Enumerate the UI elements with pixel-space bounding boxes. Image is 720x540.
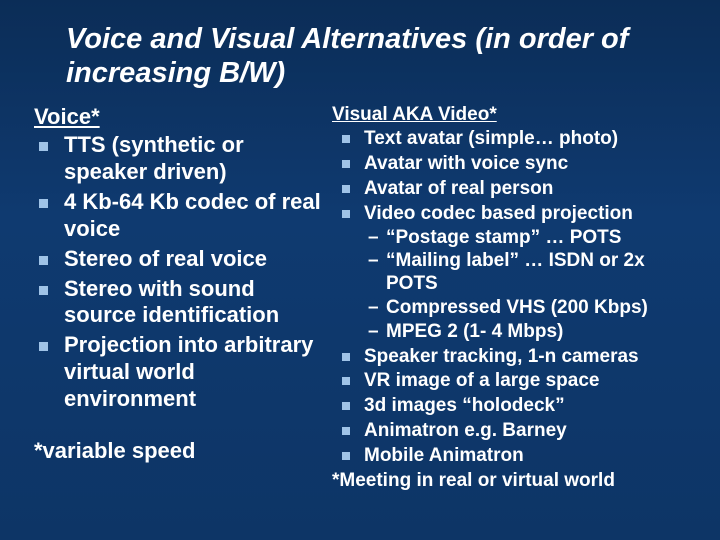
list-item: Stereo with sound source identification [34, 276, 324, 330]
list-item: VR image of a large space [332, 370, 686, 393]
item-text: VR image of a large space [364, 370, 600, 391]
item-text: Stereo with sound source identification [64, 276, 279, 328]
right-footnote: *Meeting in real or virtual world [332, 470, 686, 492]
right-column: Visual AKA Video* Text avatar (simple… p… [332, 104, 686, 530]
item-text: Mobile Animatron [364, 445, 524, 466]
sub-text: MPEG 2 (1- 4 Mbps) [386, 321, 563, 342]
list-item: Speaker tracking, 1-n cameras [332, 346, 686, 369]
list-item: Video codec based projection “Postage st… [332, 203, 686, 344]
item-text: Animatron e.g. Barney [364, 420, 567, 441]
item-text: TTS (synthetic or speaker driven) [64, 132, 244, 184]
sub-text: “Mailing label” … ISDN or 2x POTS [386, 250, 645, 294]
sub-item: MPEG 2 (1- 4 Mbps) [364, 321, 686, 344]
left-list: TTS (synthetic or speaker driven) 4 Kb-6… [34, 132, 324, 415]
sub-list: “Postage stamp” … POTS “Mailing label” …… [364, 227, 686, 344]
list-item: Avatar of real person [332, 178, 686, 201]
item-text: Stereo of real voice [64, 246, 267, 271]
right-list: Text avatar (simple… photo) Avatar with … [332, 128, 686, 469]
sub-text: Compressed VHS (200 Kbps) [386, 297, 648, 318]
list-item: Text avatar (simple… photo) [332, 128, 686, 151]
left-heading: Voice* [34, 104, 324, 130]
item-text: Speaker tracking, 1-n cameras [364, 346, 639, 367]
list-item: Stereo of real voice [34, 246, 324, 273]
item-text: 3d images “holodeck” [364, 395, 565, 416]
sub-item: Compressed VHS (200 Kbps) [364, 297, 686, 320]
sub-item: “Mailing label” … ISDN or 2x POTS [364, 250, 686, 296]
columns: Voice* TTS (synthetic or speaker driven)… [34, 104, 686, 530]
list-item: Mobile Animatron [332, 445, 686, 468]
item-text: Projection into arbitrary virtual world … [64, 332, 313, 411]
item-text: Avatar with voice sync [364, 153, 568, 174]
right-heading: Visual AKA Video* [332, 104, 686, 126]
item-text: Avatar of real person [364, 178, 553, 199]
sub-item: “Postage stamp” … POTS [364, 227, 686, 250]
list-item: Avatar with voice sync [332, 153, 686, 176]
list-item: Animatron e.g. Barney [332, 420, 686, 443]
list-item: 3d images “holodeck” [332, 395, 686, 418]
item-text: Text avatar (simple… photo) [364, 128, 618, 149]
slide-title: Voice and Visual Alternatives (in order … [66, 22, 686, 90]
list-item: TTS (synthetic or speaker driven) [34, 132, 324, 186]
list-item: 4 Kb-64 Kb codec of real voice [34, 189, 324, 243]
sub-text: “Postage stamp” … POTS [386, 227, 621, 248]
item-text: Video codec based projection [364, 203, 633, 224]
list-item: Projection into arbitrary virtual world … [34, 332, 324, 412]
slide: Voice and Visual Alternatives (in order … [0, 0, 720, 540]
left-footnote: *variable speed [34, 438, 324, 464]
left-column: Voice* TTS (synthetic or speaker driven)… [34, 104, 324, 530]
item-text: 4 Kb-64 Kb codec of real voice [64, 189, 321, 241]
